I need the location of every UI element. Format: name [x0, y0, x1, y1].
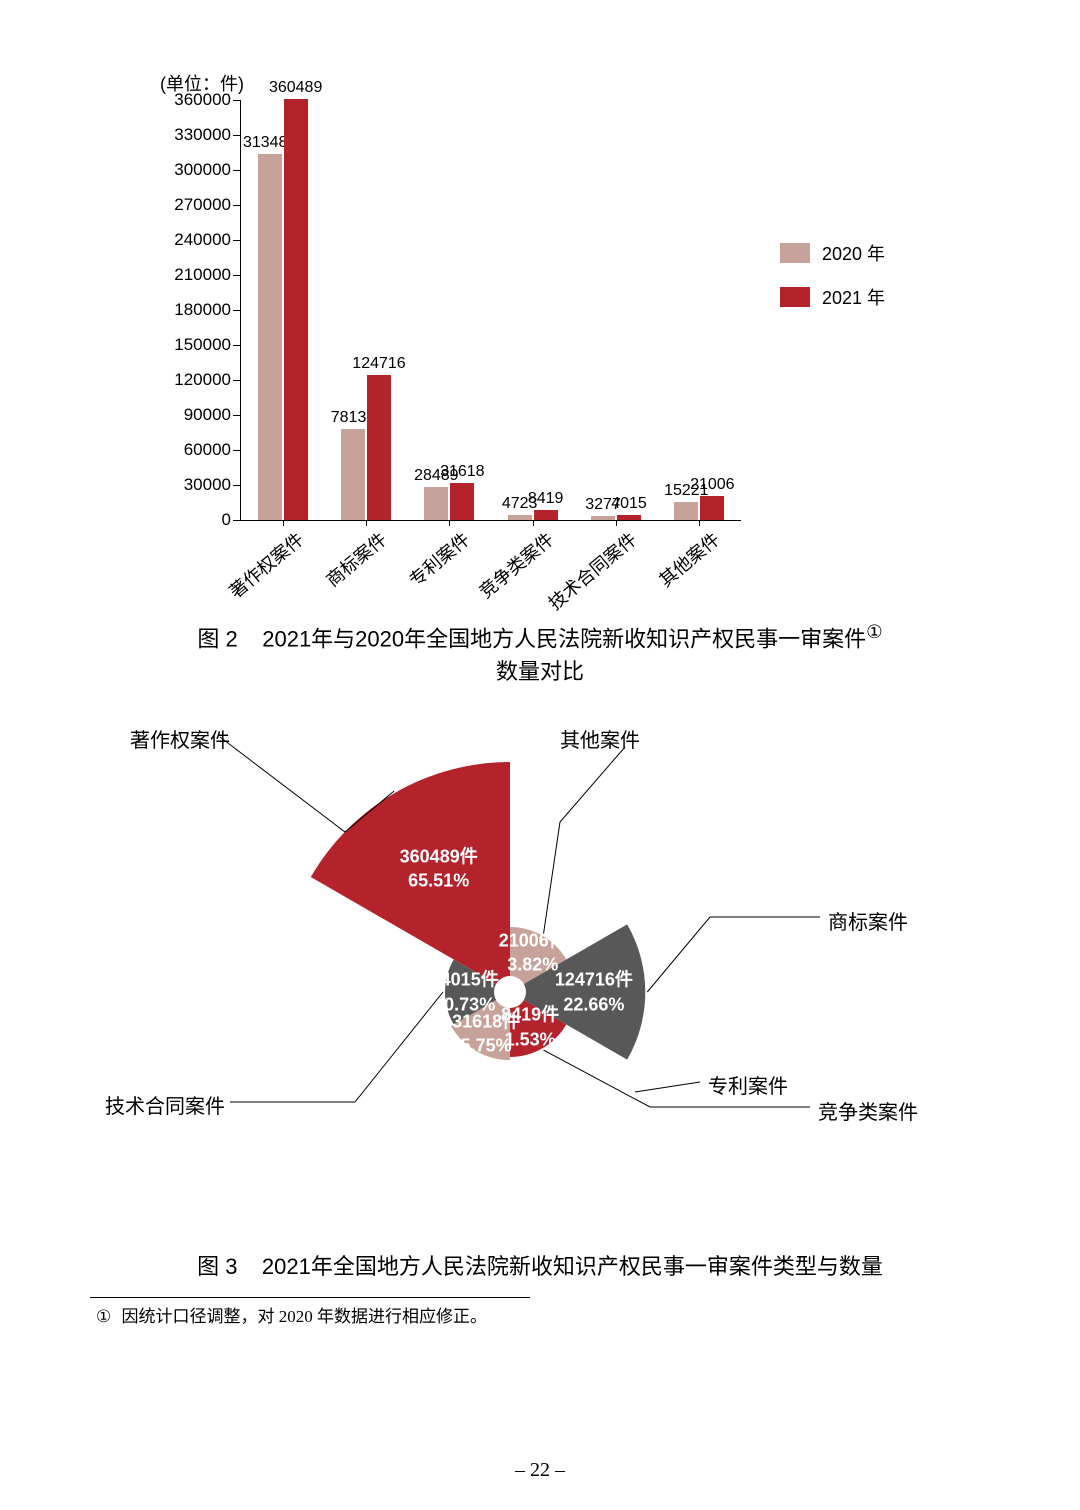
bar-chart: (单位：件) 030000600009000012000015000018000…: [140, 70, 960, 610]
bar-chart-ytick-label: 360000: [166, 90, 231, 110]
rose-leader-line: [230, 992, 443, 1102]
bar-chart-ytick-label: 90000: [166, 405, 231, 425]
bar-chart-ytick-label: 270000: [166, 195, 231, 215]
bar-chart-ytick-label: 240000: [166, 230, 231, 250]
rose-leader-line: [635, 1082, 700, 1092]
footnote-text: 因统计口径调整，对 2020 年数据进行相应修正。: [122, 1307, 488, 1326]
bar: [284, 99, 308, 520]
bar-chart-ytick-label: 300000: [166, 160, 231, 180]
bar-value-label: 124716: [352, 355, 405, 373]
bar-chart-plot: 0300006000090000120000150000180000210000…: [240, 100, 741, 521]
rose-sector-label: 著作权案件: [130, 724, 230, 753]
bar: [674, 502, 698, 520]
figure-3-caption-text: 2021年全国地方人民法院新收知识产权民事一审案件类型与数量: [262, 1254, 883, 1279]
rose-chart: 360489件65.51%著作权案件21006件3.82%其他案件124716件…: [90, 702, 990, 1242]
bar: [617, 515, 641, 520]
bar-chart-ytick-label: 330000: [166, 125, 231, 145]
bar-chart-ytick-label: 30000: [166, 475, 231, 495]
figure-2-caption-line2: 数量对比: [496, 659, 584, 684]
rose-sector-label: 技术合同案件: [105, 1090, 225, 1119]
legend-item-2020: 2020 年: [780, 240, 885, 266]
bar-chart-ytick-label: 60000: [166, 440, 231, 460]
bar: [424, 487, 448, 520]
legend-swatch-2021: [780, 287, 810, 307]
bar-chart-ytick-label: 0: [166, 510, 231, 530]
bar: [367, 375, 391, 521]
legend-label-2021: 2021 年: [822, 284, 885, 310]
rose-sector-label: 商标案件: [828, 906, 908, 935]
bar-value-label: 21006: [690, 476, 735, 494]
figure-3-caption: 图 3 2021年全国地方人民法院新收知识产权民事一审案件类型与数量: [90, 1250, 990, 1283]
rose-sector-value: 124716件22.66%: [555, 968, 633, 1017]
rose-sector-label: 其他案件: [560, 724, 640, 753]
bar-value-label: 8419: [528, 490, 564, 508]
footnote-rule: [90, 1297, 530, 1298]
bar: [450, 483, 474, 520]
figure-2-caption-line1: 2021年与2020年全国地方人民法院新收知识产权民事一审案件: [262, 626, 866, 651]
bar: [508, 515, 532, 521]
footnote-mark: ①: [96, 1307, 111, 1326]
bar: [700, 496, 724, 521]
rose-sector-value: 4015件0.73%: [441, 968, 499, 1017]
bar: [591, 516, 615, 520]
bar: [534, 510, 558, 520]
bar: [341, 429, 365, 520]
legend-swatch-2020: [780, 243, 810, 263]
bar-value-label: 360489: [269, 79, 322, 97]
bar-chart-ytick-label: 150000: [166, 335, 231, 355]
rose-leader-line: [544, 747, 626, 934]
bar-value-label: 31618: [440, 463, 485, 481]
bar-chart-ytick-label: 210000: [166, 265, 231, 285]
figure-2-caption-sup: ①: [866, 621, 882, 642]
rose-sector-value: 360489件65.51%: [400, 845, 478, 894]
figure-3-prefix: 图 3: [197, 1254, 237, 1279]
page-number: – 22 –: [0, 1459, 1080, 1482]
rose-sector-label: 专利案件: [708, 1070, 788, 1099]
rose-sector-label: 竞争类案件: [818, 1096, 918, 1125]
bar-value-label: 4015: [611, 495, 647, 513]
bar: [258, 154, 282, 520]
rose-leader-line: [647, 917, 820, 992]
bar-chart-ytick-label: 180000: [166, 300, 231, 320]
bar-chart-ytick-label: 120000: [166, 370, 231, 390]
legend-label-2020: 2020 年: [822, 240, 885, 266]
bar-chart-legend: 2020 年 2021 年: [780, 240, 885, 328]
footnote: ① 因统计口径调整，对 2020 年数据进行相应修正。: [90, 1302, 990, 1327]
legend-item-2021: 2021 年: [780, 284, 885, 310]
